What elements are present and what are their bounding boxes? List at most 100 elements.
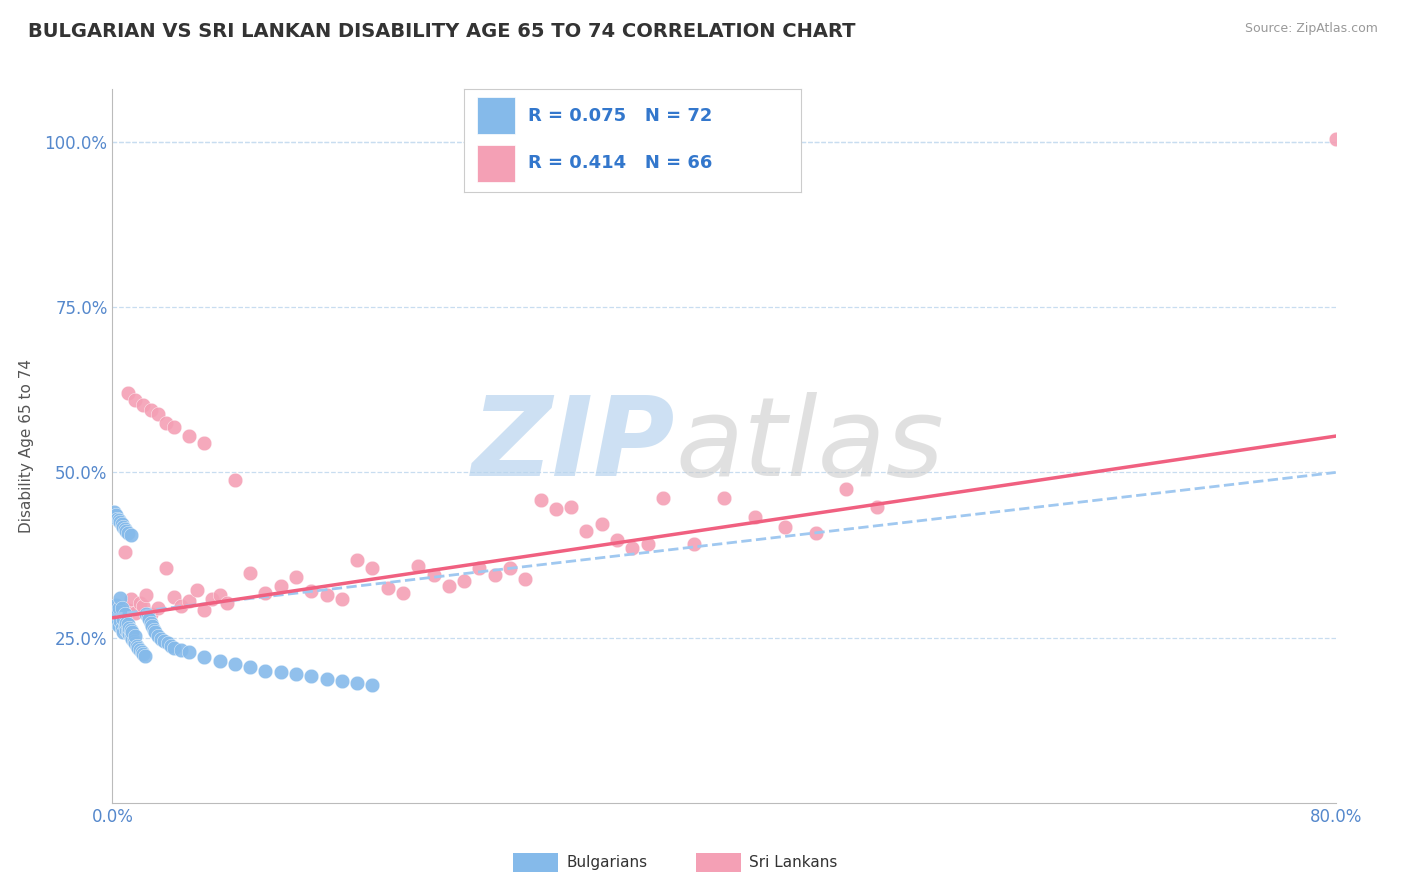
Point: [163, 420, 186, 434]
Point: [124, 636, 146, 650]
Point: [148, 600, 170, 615]
Point: [156, 636, 179, 650]
Point: [129, 642, 152, 657]
Point: [361, 561, 384, 575]
Point: [591, 516, 613, 531]
Point: [392, 585, 415, 599]
Point: [682, 537, 704, 551]
Point: [239, 660, 262, 674]
Point: [148, 629, 170, 643]
Point: [575, 524, 598, 538]
Point: [120, 623, 142, 637]
Point: [177, 594, 200, 608]
Point: [217, 596, 239, 610]
Point: [544, 501, 567, 516]
Point: [108, 591, 131, 605]
Point: [124, 392, 146, 407]
Point: [139, 616, 162, 631]
Point: [377, 581, 399, 595]
Point: [560, 500, 582, 514]
Point: [132, 599, 155, 613]
Point: [120, 528, 142, 542]
Point: [135, 588, 157, 602]
Point: [177, 429, 200, 443]
Point: [422, 567, 444, 582]
Point: [107, 618, 129, 632]
Point: [134, 649, 156, 664]
Point: [105, 600, 128, 615]
Point: [104, 604, 127, 618]
Point: [239, 566, 262, 580]
Point: [713, 491, 735, 505]
Point: [775, 519, 797, 533]
Point: [606, 533, 628, 547]
Point: [136, 609, 159, 624]
Point: [155, 416, 177, 430]
Point: [139, 607, 162, 622]
Text: Bulgarians: Bulgarians: [567, 855, 648, 870]
Point: [621, 541, 644, 556]
Point: [118, 621, 141, 635]
Point: [148, 407, 170, 421]
Point: [120, 592, 142, 607]
Text: BULGARIAN VS SRI LANKAN DISABILITY AGE 65 TO 74 CORRELATION CHART: BULGARIAN VS SRI LANKAN DISABILITY AGE 6…: [28, 22, 856, 41]
Point: [103, 611, 125, 625]
Point: [186, 582, 208, 597]
FancyBboxPatch shape: [478, 97, 515, 135]
Point: [143, 625, 166, 640]
Point: [108, 515, 131, 529]
Point: [114, 618, 136, 632]
Point: [111, 516, 134, 531]
Point: [208, 588, 231, 602]
Text: ZIP: ZIP: [471, 392, 675, 500]
Point: [139, 402, 162, 417]
Point: [804, 526, 827, 541]
Point: [103, 505, 125, 519]
Point: [105, 617, 128, 632]
Point: [111, 600, 134, 615]
Point: [866, 500, 889, 514]
Point: [299, 669, 322, 683]
Point: [105, 511, 128, 525]
Point: [125, 639, 148, 653]
Point: [224, 474, 246, 488]
Text: R = 0.414   N = 66: R = 0.414 N = 66: [529, 154, 713, 172]
Point: [120, 629, 142, 643]
Y-axis label: Disability Age 65 to 74: Disability Age 65 to 74: [18, 359, 34, 533]
Point: [112, 519, 135, 533]
Text: R = 0.075   N = 72: R = 0.075 N = 72: [529, 107, 713, 125]
Point: [163, 590, 186, 604]
Point: [132, 647, 155, 661]
Point: [315, 672, 337, 686]
Point: [177, 645, 200, 659]
Point: [124, 629, 146, 643]
Point: [515, 573, 537, 587]
Point: [408, 559, 430, 574]
Point: [117, 603, 139, 617]
Point: [193, 435, 215, 450]
Point: [315, 588, 337, 602]
Text: Sri Lankans: Sri Lankans: [749, 855, 838, 870]
Text: atlas: atlas: [675, 392, 943, 500]
Point: [437, 579, 460, 593]
Point: [159, 639, 181, 653]
Point: [163, 640, 186, 655]
Point: [121, 625, 143, 640]
Point: [105, 607, 128, 622]
Point: [141, 618, 163, 632]
Point: [115, 616, 138, 631]
Point: [122, 634, 145, 648]
Point: [153, 634, 176, 648]
Point: [107, 600, 129, 615]
Point: [104, 508, 127, 523]
Point: [114, 607, 136, 622]
Point: [468, 561, 491, 575]
Point: [346, 675, 368, 690]
Point: [115, 524, 138, 538]
Point: [108, 614, 131, 628]
Point: [453, 574, 475, 589]
Point: [652, 491, 675, 505]
Point: [254, 664, 277, 678]
Point: [346, 552, 368, 566]
Point: [835, 482, 858, 496]
